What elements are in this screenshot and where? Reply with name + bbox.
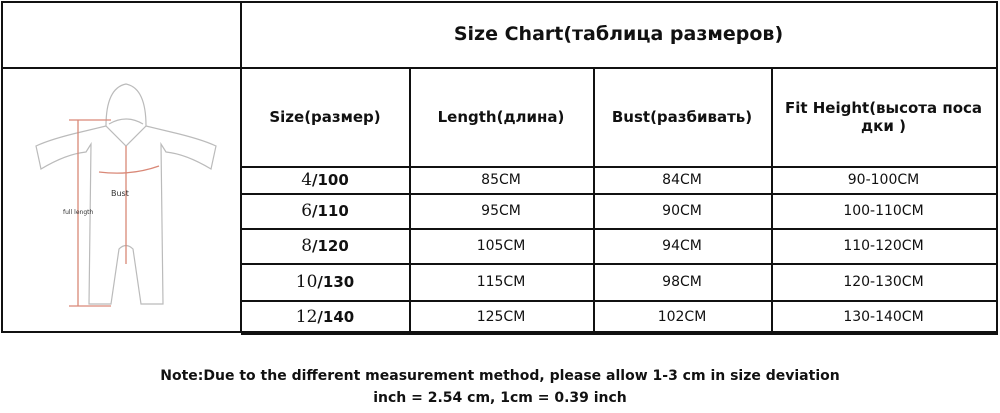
size-height: /120 bbox=[312, 236, 349, 255]
row-bust-cell: 98CM bbox=[593, 263, 773, 302]
row-length-cell: 85CM bbox=[409, 166, 595, 195]
chart-title: Size Chart(таблица размеров) bbox=[241, 1, 998, 69]
header-fit-height: Fit Height(высота поса дки ) bbox=[771, 67, 998, 168]
size-height: /140 bbox=[317, 307, 355, 326]
row-bust-cell: 94CM bbox=[593, 228, 773, 265]
length-label: full length bbox=[63, 209, 93, 216]
row-size-cell: 8/120 bbox=[241, 228, 411, 265]
header-bust: Bust(разбивать) bbox=[593, 67, 773, 168]
size-number: 4 bbox=[301, 169, 313, 190]
row-height-cell: 100-110CM bbox=[771, 193, 998, 230]
note-line-2: inch = 2.54 cm, 1cm = 0.39 inch bbox=[373, 390, 627, 406]
row-height-cell: 110-120CM bbox=[771, 228, 998, 265]
garment-figure: Bust full length bbox=[1, 67, 242, 333]
header-size: Size(размер) bbox=[241, 67, 411, 168]
header-length: Length(длина) bbox=[409, 67, 595, 168]
row-length-cell: 115CM bbox=[409, 263, 595, 302]
row-length-cell: 95CM bbox=[409, 193, 595, 230]
row-size-cell: 10/130 bbox=[241, 263, 411, 302]
row-height-cell: 130-140CM bbox=[771, 300, 998, 335]
row-size-cell: 4/100 bbox=[241, 166, 411, 195]
bust-label: Bust bbox=[111, 189, 129, 198]
row-size-cell: 12/140 bbox=[241, 300, 411, 335]
row-height-cell: 90-100CM bbox=[771, 166, 998, 195]
onesie-diagram: Bust full length bbox=[34, 83, 217, 307]
row-size-cell: 6/110 bbox=[241, 193, 411, 230]
size-number: 12 bbox=[295, 306, 318, 327]
note-line-1: Note:Due to the different measurement me… bbox=[160, 368, 840, 384]
row-bust-cell: 90CM bbox=[593, 193, 773, 230]
size-number: 8 bbox=[301, 235, 313, 256]
size-number: 10 bbox=[295, 271, 318, 292]
size-height: /100 bbox=[312, 170, 349, 189]
row-bust-cell: 102CM bbox=[593, 300, 773, 335]
size-height: /110 bbox=[312, 201, 349, 220]
size-number: 6 bbox=[301, 200, 313, 221]
row-length-cell: 125CM bbox=[409, 300, 595, 335]
row-bust-cell: 84CM bbox=[593, 166, 773, 195]
size-height: /130 bbox=[317, 272, 355, 291]
row-height-cell: 120-130CM bbox=[771, 263, 998, 302]
row-length-cell: 105CM bbox=[409, 228, 595, 265]
empty-corner-cell bbox=[1, 1, 242, 69]
